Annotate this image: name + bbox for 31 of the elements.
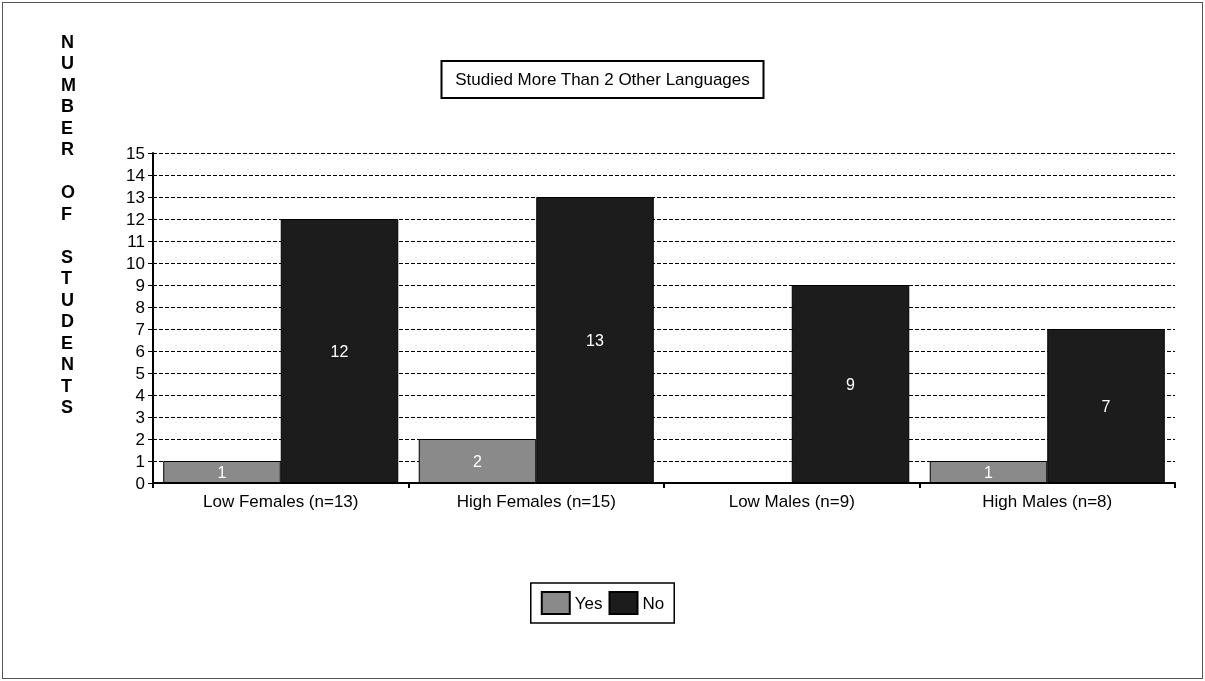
data-label: 1	[984, 463, 994, 481]
chart-title: Studied More Than 2 Other Languages	[455, 70, 750, 89]
y-tick-label: 15	[126, 143, 145, 163]
data-label: 9	[846, 375, 856, 393]
legend-label: Yes	[574, 593, 603, 613]
x-tick-label: High Females (n=15)	[456, 492, 616, 511]
y-tick-label: 5	[135, 363, 145, 383]
data-label: 13	[586, 331, 605, 349]
data-label: 12	[330, 342, 349, 360]
y-tick-label: 8	[135, 297, 145, 317]
data-label: 1	[217, 463, 227, 481]
y-tick-label: 6	[135, 341, 145, 361]
text: NUMBER OF STUDENTS	[61, 31, 76, 418]
y-tick-label: 13	[126, 187, 145, 207]
y-tick-label: 4	[135, 385, 145, 405]
x-tick-label: Low Males (n=9)	[728, 492, 855, 511]
y-tick-label: 12	[126, 209, 145, 229]
y-tick-label: 9	[135, 275, 145, 295]
y-tick-label: 14	[126, 165, 145, 185]
x-tick-label: High Males (n=8)	[982, 492, 1113, 511]
y-tick-label: 3	[135, 407, 145, 427]
data-label: 7	[1101, 397, 1111, 415]
y-tick-label: 2	[135, 429, 145, 449]
x-tick-label: Low Females (n=13)	[203, 492, 359, 511]
y-tick-label: 11	[127, 231, 145, 251]
legend-label: No	[642, 593, 665, 613]
y-tick-label: 0	[135, 473, 145, 493]
y-tick-label: 10	[126, 253, 145, 273]
y-tick-label: 1	[135, 451, 145, 471]
data-label: 2	[473, 452, 483, 470]
y-tick-label: 7	[135, 319, 145, 339]
